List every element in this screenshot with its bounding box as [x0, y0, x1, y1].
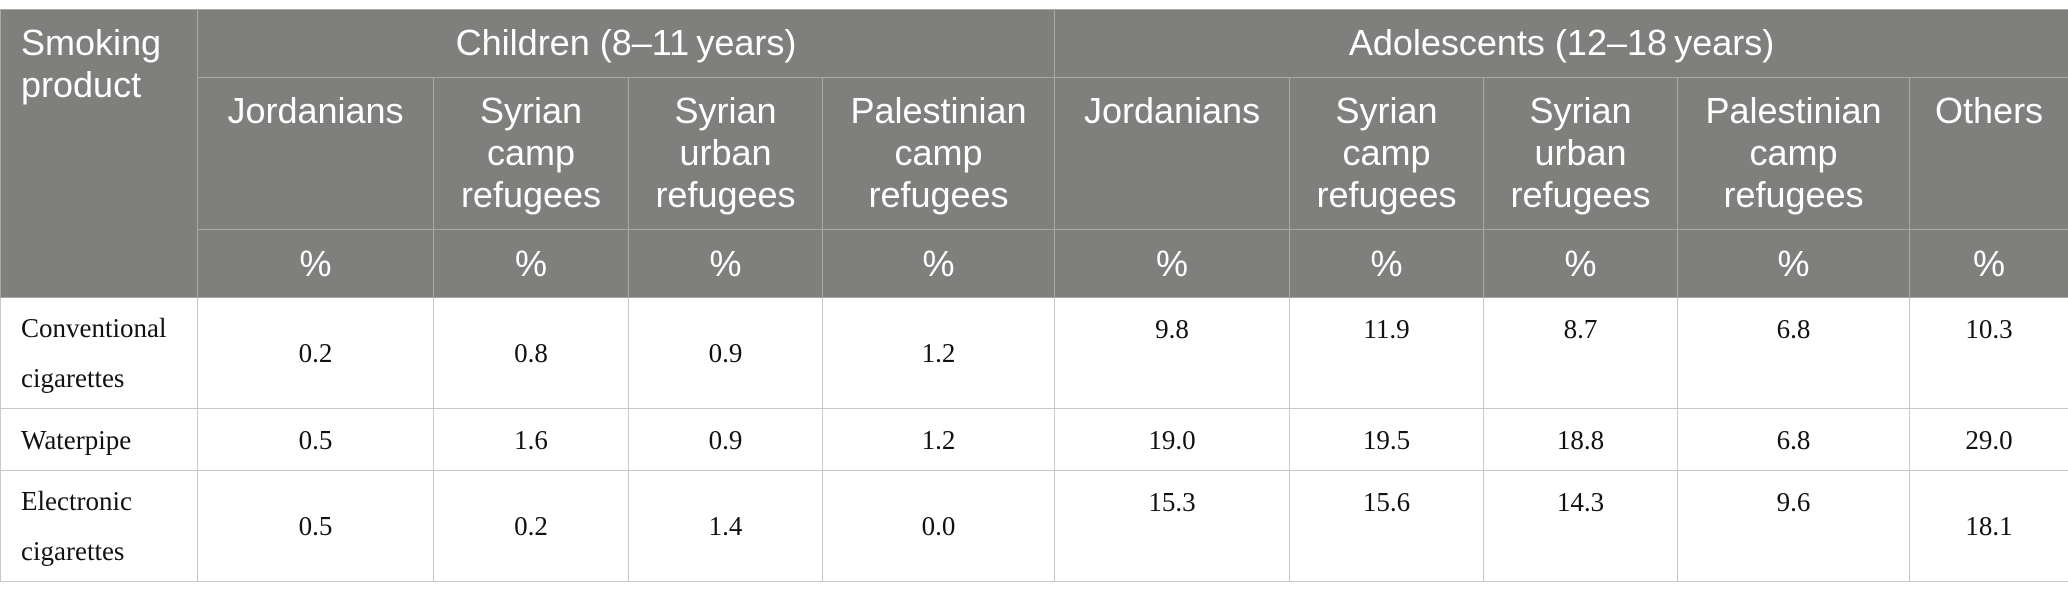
- smoking-prevalence-table: Smoking product Children (8–11 years) Ad…: [0, 9, 2068, 582]
- unit-header: %: [821, 229, 1056, 298]
- table-cell: 0.9: [628, 408, 823, 471]
- column-header: Jordanians: [197, 77, 434, 230]
- table-cell: 15.3: [1054, 470, 1291, 582]
- table-cell: 19.5: [1289, 408, 1485, 471]
- row-label: Conventional cigarettes: [0, 297, 198, 409]
- table-cell: 1.4: [628, 470, 823, 582]
- column-header: Syrian camp refugees: [1289, 77, 1485, 230]
- group-header-adolescents: Adolescents (12–18 years): [1054, 9, 2068, 78]
- table-cell: 1.2: [821, 408, 1056, 471]
- column-header: Palestinian camp refugees: [1677, 77, 1911, 230]
- table-cell: 6.8: [1677, 408, 1911, 471]
- unit-header: %: [433, 229, 629, 298]
- column-header: Jordanians: [1054, 77, 1291, 230]
- column-header: Palestinian camp refugees: [821, 77, 1056, 230]
- table-cell: 0.9: [628, 297, 823, 409]
- table-cell: 9.6: [1677, 470, 1911, 582]
- corner-header: Smoking product: [0, 9, 198, 298]
- column-header: Syrian camp refugees: [433, 77, 629, 230]
- table-cell: 14.3: [1483, 470, 1679, 582]
- unit-header: %: [1483, 229, 1679, 298]
- table-row: Conventional cigarettes 0.2 0.8 0.9 1.2 …: [0, 297, 2068, 409]
- table-cell: 1.6: [433, 408, 629, 471]
- table-cell: 8.7: [1483, 297, 1679, 409]
- table-cell: 0.0: [821, 470, 1056, 582]
- table-cell: 15.6: [1289, 470, 1485, 582]
- table-cell: 18.8: [1483, 408, 1679, 471]
- table-cell: 0.2: [197, 297, 434, 409]
- unit-header: %: [628, 229, 823, 298]
- row-label: Electronic cigarettes: [0, 470, 198, 582]
- unit-header: %: [197, 229, 434, 298]
- table-cell: 1.2: [821, 297, 1056, 409]
- table-cell: 18.1: [1909, 470, 2068, 582]
- column-header: Syrian urban refugees: [628, 77, 823, 230]
- table-row: Electronic cigarettes 0.5 0.2 1.4 0.0 15…: [0, 470, 2068, 582]
- table-cell: 0.8: [433, 297, 629, 409]
- unit-header: %: [1054, 229, 1291, 298]
- table-cell: 10.3: [1909, 297, 2068, 409]
- table-cell: 19.0: [1054, 408, 1291, 471]
- table-cell: 29.0: [1909, 408, 2068, 471]
- table-cell: 11.9: [1289, 297, 1485, 409]
- table-cell: 0.5: [197, 408, 434, 471]
- table-cell: 9.8: [1054, 297, 1291, 409]
- unit-header: %: [1289, 229, 1485, 298]
- column-header: Syrian urban refugees: [1483, 77, 1679, 230]
- row-label: Waterpipe: [0, 408, 198, 471]
- table-cell: 0.2: [433, 470, 629, 582]
- table-row: Waterpipe 0.5 1.6 0.9 1.2 19.0 19.5 18.8…: [0, 408, 2068, 471]
- table-cell: 6.8: [1677, 297, 1911, 409]
- unit-header: %: [1909, 229, 2068, 298]
- column-header: Others: [1909, 77, 2068, 230]
- unit-header: %: [1677, 229, 1911, 298]
- group-header-children: Children (8–11 years): [196, 9, 1056, 78]
- table-cell: 0.5: [197, 470, 434, 582]
- smoking-prevalence-table-container: Smoking product Children (8–11 years) Ad…: [0, 9, 2068, 582]
